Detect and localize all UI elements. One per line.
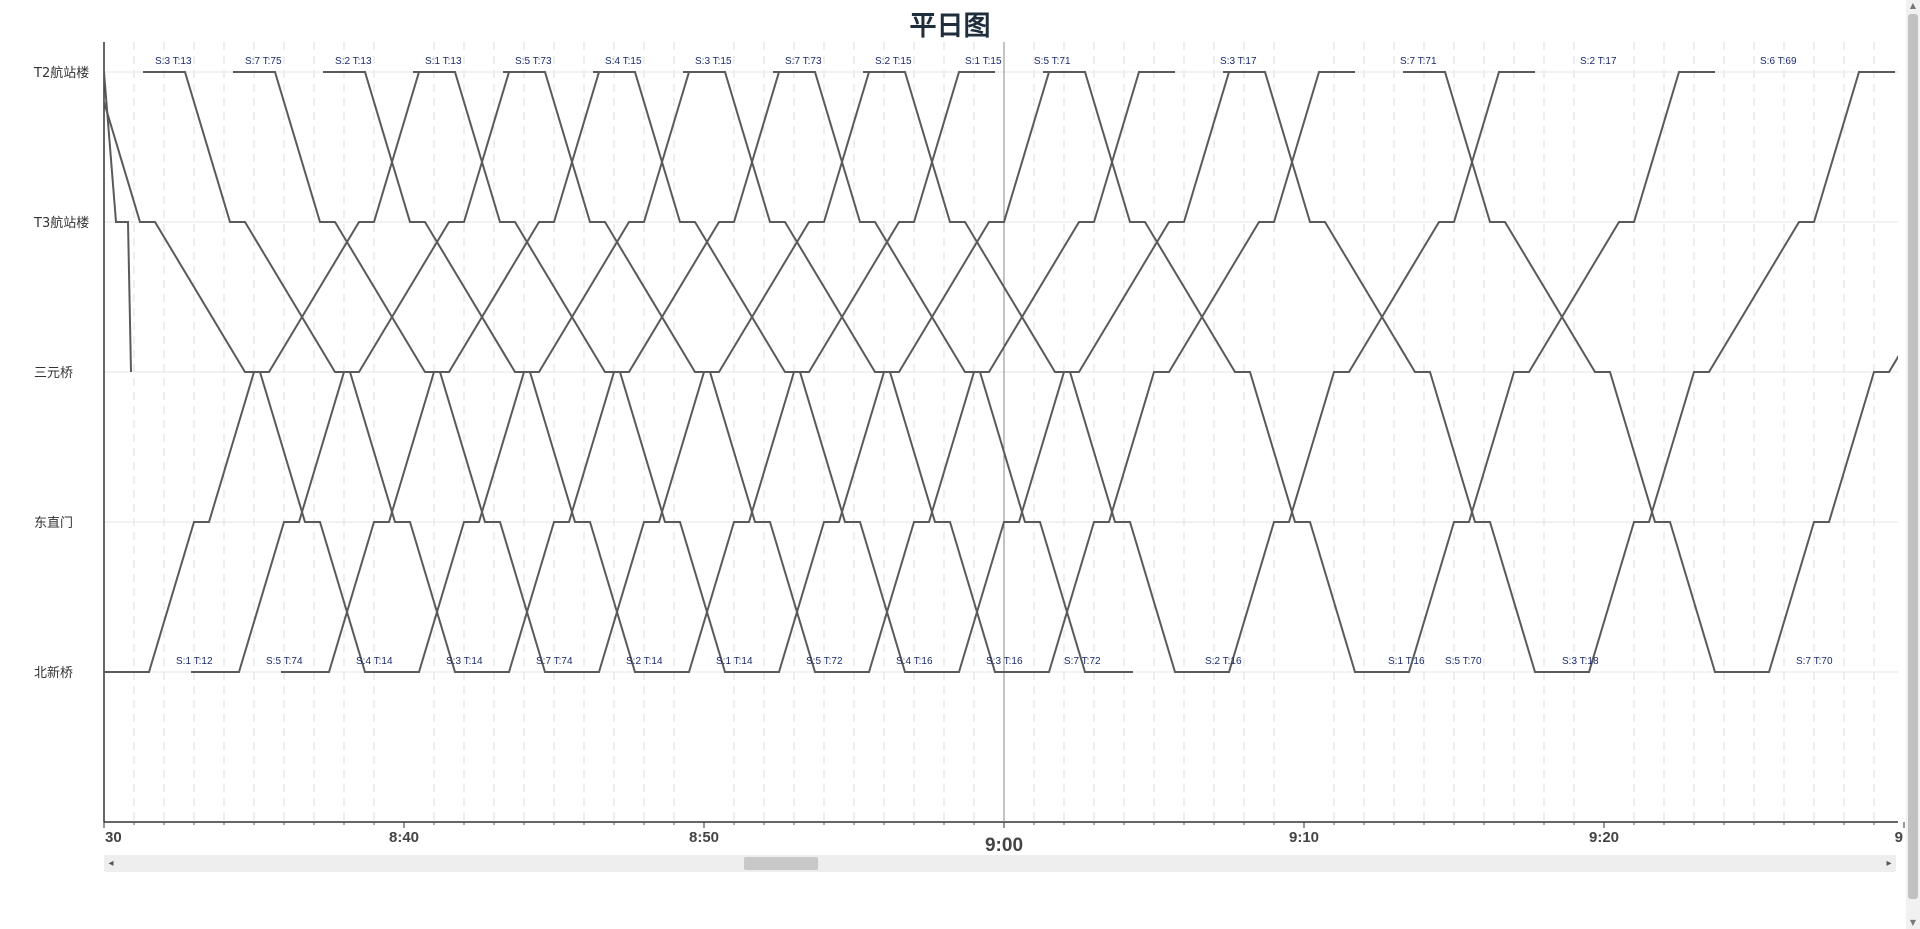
station-label: 北新桥 bbox=[34, 665, 73, 681]
train-label-top: S:3 T:17 bbox=[1220, 56, 1257, 67]
train-label-top: S:2 T:15 bbox=[875, 56, 912, 67]
up-train-path bbox=[1001, 71, 1355, 673]
scroll-left-icon[interactable]: ◂ bbox=[108, 858, 114, 869]
train-label-top: S:2 T:17 bbox=[1580, 56, 1617, 67]
train-label-bottom: S:1 T:16 bbox=[1388, 656, 1425, 667]
x-tick-label: 30 bbox=[105, 829, 122, 846]
train-label-bottom: S:3 T:18 bbox=[1562, 656, 1599, 667]
horizontal-scrollbar[interactable]: ◂ ▸ bbox=[104, 855, 1896, 872]
train-label-bottom: S:2 T:16 bbox=[1205, 656, 1242, 667]
down-train-path bbox=[773, 71, 1133, 673]
up-train-path bbox=[104, 71, 455, 673]
train-label-top: S:7 T:71 bbox=[1400, 56, 1437, 67]
up-train-path bbox=[461, 71, 815, 673]
station-label: 三元桥 bbox=[34, 366, 73, 381]
down-train-path bbox=[233, 71, 593, 673]
up-train-path bbox=[1721, 355, 1898, 673]
train-label-top: S:7 T:75 bbox=[245, 56, 282, 67]
down-train-path bbox=[1403, 71, 1763, 673]
train-label-top: S:4 T:15 bbox=[605, 56, 642, 67]
train-label-top: S:1 T:15 bbox=[965, 56, 1002, 67]
up-train-path bbox=[191, 71, 545, 673]
down-train-path bbox=[413, 71, 773, 673]
train-label-bottom: S:5 T:72 bbox=[806, 656, 843, 667]
up-train-path bbox=[641, 71, 995, 673]
scroll-up-icon[interactable]: ▲ bbox=[1909, 1, 1917, 10]
down-train-path bbox=[323, 71, 683, 673]
x-tick-label: 9:20 bbox=[1589, 829, 1619, 846]
train-label-bottom: S:4 T:16 bbox=[896, 656, 933, 667]
vertical-scrollbar[interactable]: ▲ ▼ bbox=[1906, 0, 1920, 929]
down-train-path bbox=[683, 71, 1043, 673]
train-label-bottom: S:4 T:14 bbox=[356, 656, 393, 667]
train-paths bbox=[104, 71, 1898, 673]
train-label-top: S:5 T:73 bbox=[515, 56, 552, 67]
x-tick-label: 9 bbox=[1895, 829, 1903, 846]
x-tick-label: 9:10 bbox=[1289, 829, 1319, 846]
train-label-top: S:1 T:13 bbox=[425, 56, 462, 67]
vertical-scroll-thumb[interactable] bbox=[1908, 14, 1918, 899]
train-label-top: S:3 T:13 bbox=[155, 56, 192, 67]
x-tick-label: 8:50 bbox=[689, 829, 719, 846]
train-label-bottom: S:3 T:16 bbox=[986, 656, 1023, 667]
down-train-path bbox=[143, 71, 503, 673]
up-train-path bbox=[551, 71, 905, 673]
train-labels: S:3 T:13 S:7 T:75 S:2 T:13 S:1 T:13 S:5 T:73… bbox=[155, 56, 1833, 667]
partial-train-path bbox=[104, 71, 132, 373]
station-label: T2航站楼 bbox=[33, 65, 89, 81]
scroll-right-icon[interactable]: ▸ bbox=[1886, 858, 1892, 869]
up-train-path bbox=[371, 71, 725, 673]
up-train-path bbox=[1361, 71, 1715, 673]
train-label-bottom: S:2 T:14 bbox=[626, 656, 663, 667]
train-label-bottom: S:7 T:74 bbox=[536, 656, 573, 667]
train-label-bottom: S:7 T:72 bbox=[1064, 656, 1101, 667]
train-label-top: S:6 T:69 bbox=[1760, 56, 1797, 67]
down-train-path bbox=[503, 71, 863, 673]
station-label: T3航站楼 bbox=[33, 215, 89, 231]
up-train-path bbox=[911, 71, 1265, 673]
train-label-bottom: S:5 T:74 bbox=[266, 656, 303, 667]
train-label-bottom: S:5 T:70 bbox=[1445, 656, 1482, 667]
train-label-top: S:7 T:73 bbox=[785, 56, 822, 67]
train-label-top: S:3 T:15 bbox=[695, 56, 732, 67]
up-train-path bbox=[1181, 71, 1535, 673]
station-label: 东直门 bbox=[34, 516, 73, 531]
x-tick-label: 8:40 bbox=[389, 829, 419, 846]
down-train-path bbox=[104, 98, 413, 673]
down-train-path bbox=[593, 71, 953, 673]
train-label-bottom: S:3 T:14 bbox=[446, 656, 483, 667]
up-train-path bbox=[1541, 71, 1895, 673]
up-train-path bbox=[821, 71, 1175, 673]
chart-title: 平日图 bbox=[910, 11, 991, 42]
down-train-path bbox=[1223, 71, 1583, 673]
down-train-path bbox=[863, 71, 1223, 673]
train-label-bottom: S:7 T:70 bbox=[1796, 656, 1833, 667]
train-label-bottom: S:1 T:14 bbox=[716, 656, 753, 667]
down-train-path bbox=[1043, 71, 1403, 673]
up-train-path bbox=[731, 71, 1085, 673]
up-train-path bbox=[281, 71, 635, 673]
scroll-down-icon[interactable]: ▼ bbox=[1909, 918, 1917, 927]
train-label-bottom: S:1 T:12 bbox=[176, 656, 213, 667]
scroll-thumb[interactable] bbox=[744, 857, 818, 870]
train-label-top: S:2 T:13 bbox=[335, 56, 372, 67]
x-tick-label: 9:00 bbox=[985, 835, 1023, 856]
train-label-top: S:5 T:71 bbox=[1034, 56, 1071, 67]
